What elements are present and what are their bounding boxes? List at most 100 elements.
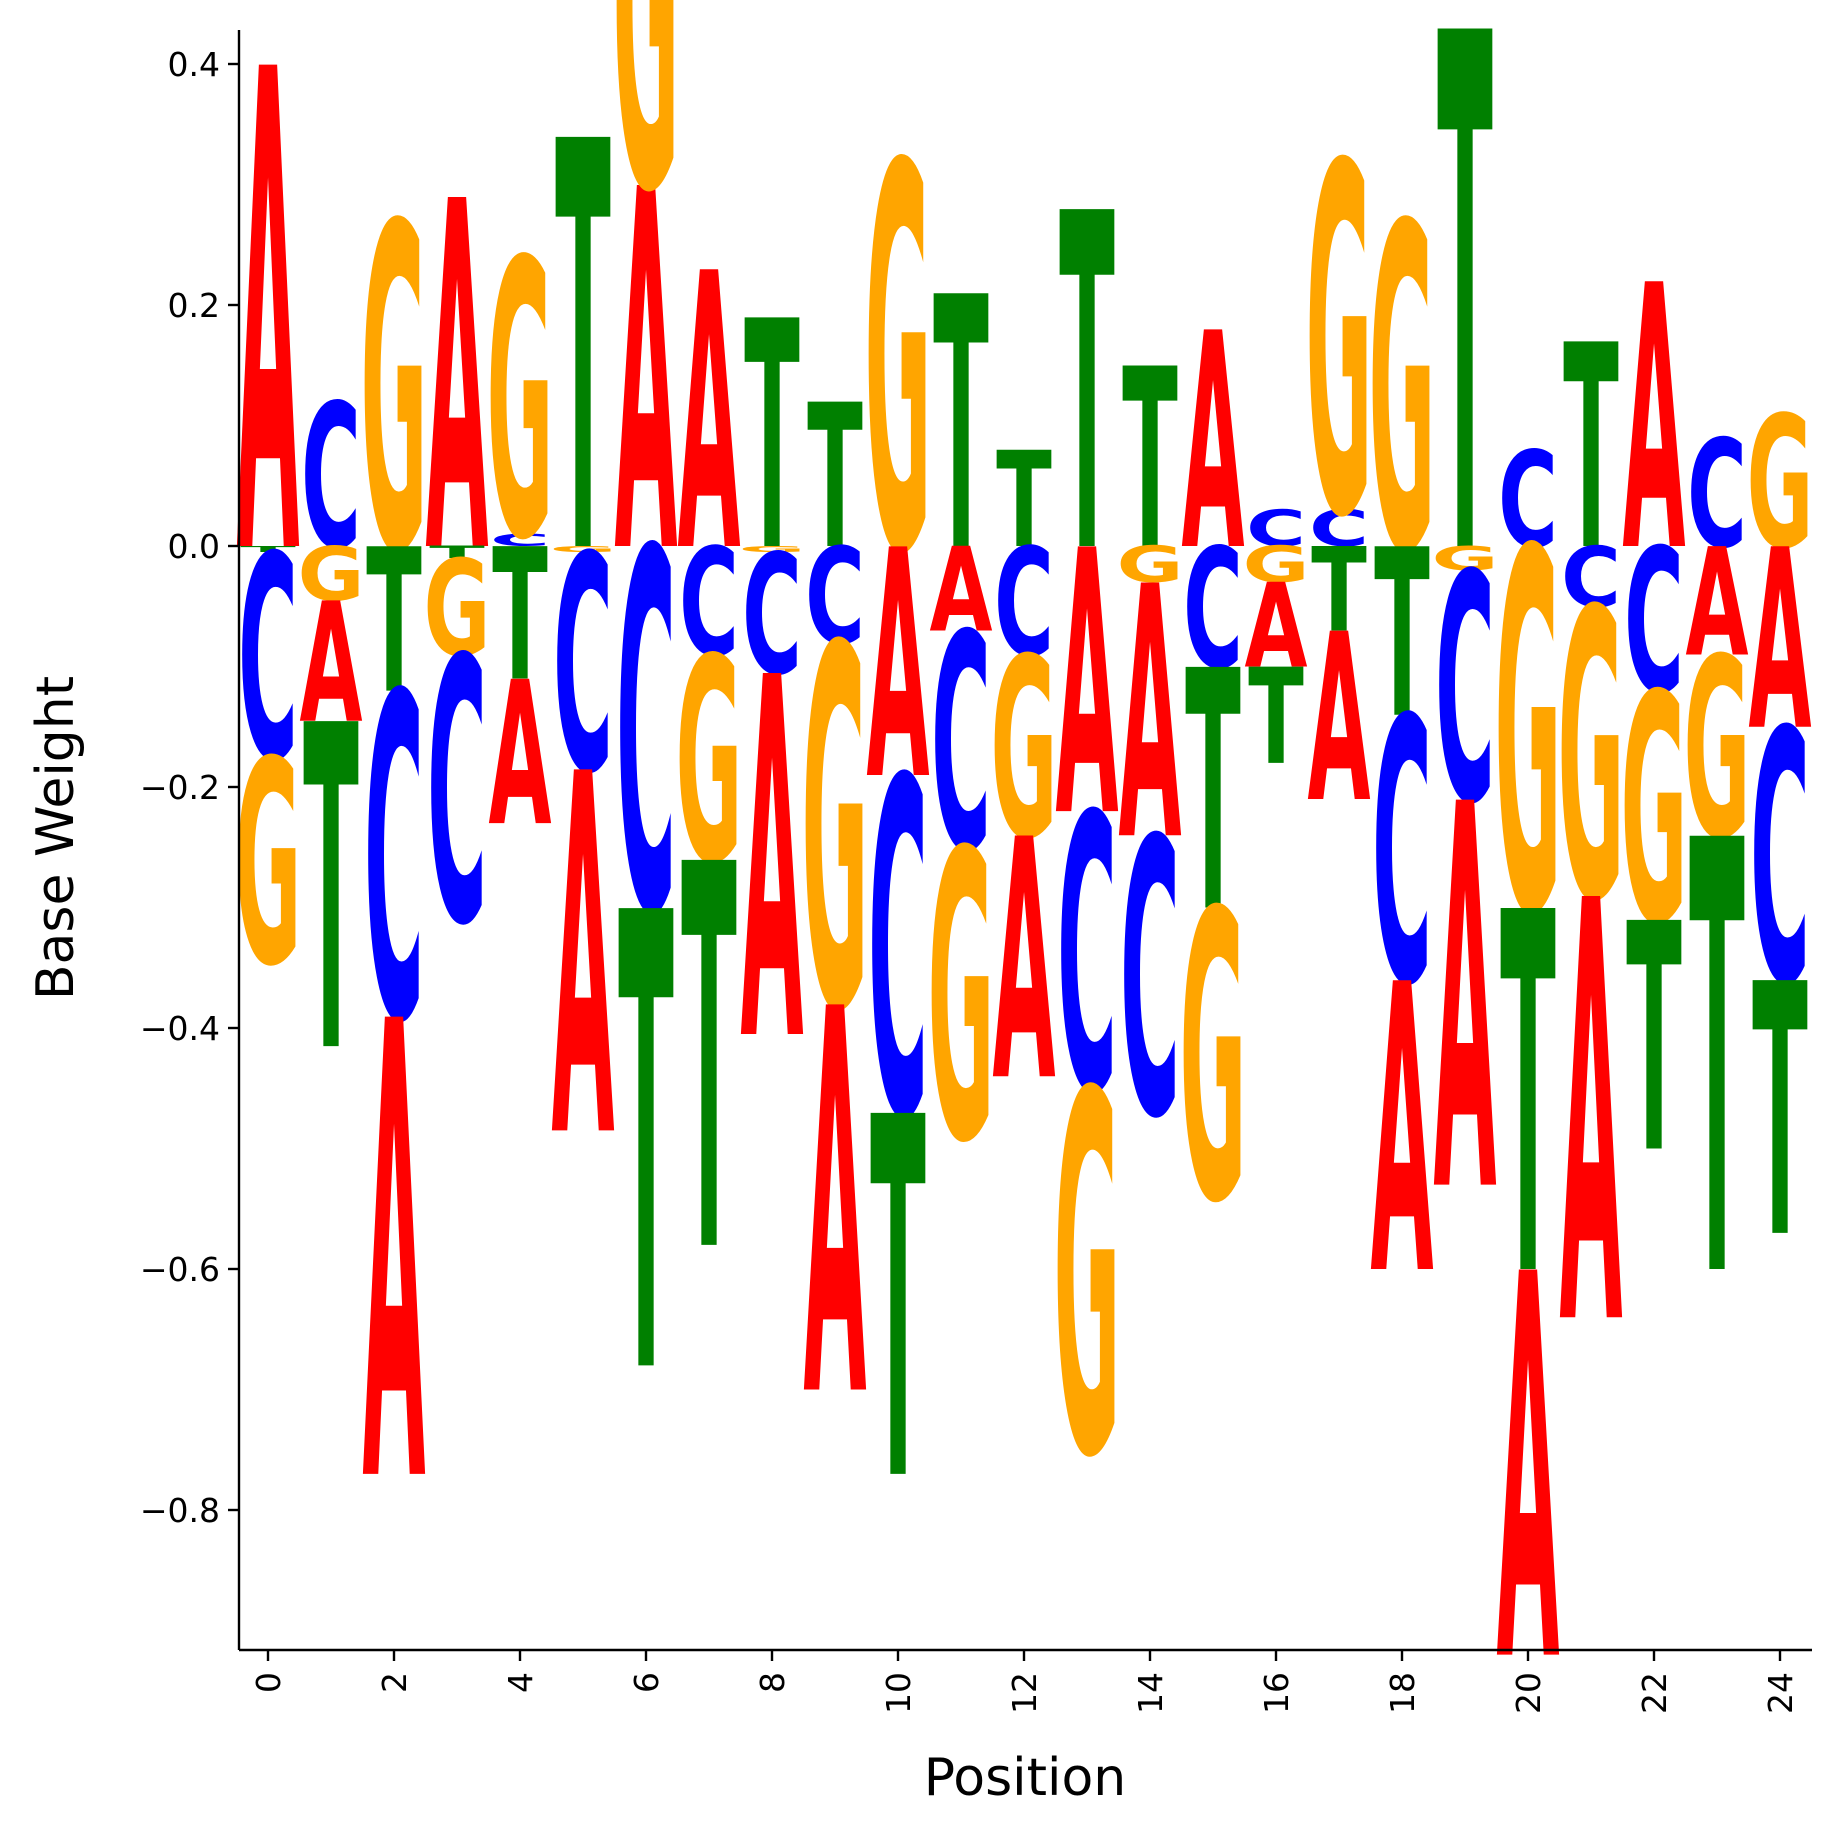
logo-letter-c: C [805,520,865,674]
logo-letter-g: G [865,57,932,672]
logo-letter-a: A [1370,903,1434,1363]
logo-letter-t: T [1374,500,1430,769]
y-tick-label: 0.2 [168,286,220,325]
logo-letter-a: A [1055,476,1119,898]
logo-letter-t: T [933,225,989,628]
y-axis-label: Base Weight [26,676,86,1000]
logo-letter-g: G [298,533,365,619]
logo-letter-a: A [1622,211,1686,633]
logo-letter-a: A [488,639,551,871]
logo-letter-c: C [1120,760,1180,1202]
logo-letter-g: G [1432,539,1499,578]
logo-letter-c: C [1624,506,1684,738]
x-tick-label: 6 [627,1672,666,1693]
logo-letter-c: C [1372,644,1432,1066]
logo-letter-c: C [1246,500,1306,558]
logo-letter-g: G [676,599,743,926]
x-tick-label: 2 [375,1672,414,1693]
logo-letter-a: A [551,671,615,1247]
logo-letter-t: T [1185,601,1241,985]
logo-letter-t: T [681,756,737,1371]
logo-letter-g: G [1621,629,1688,994]
logo-letter-t: T [555,25,611,679]
y-tick-label: 0.4 [168,45,220,84]
logo-letter-a: A [299,567,362,760]
logo-letter-g: G [1054,991,1121,1567]
logo-letter-a: A [866,485,929,850]
logo-letter-g: G [424,532,491,686]
logo-letter-t: T [1689,718,1745,1410]
x-tick-label: 0 [249,1672,288,1693]
logo-letter-a: A [1181,272,1244,617]
logo-letter-c: C [427,584,487,1006]
logo-letter-t: T [1059,118,1115,656]
logo-letter-a: A [1244,559,1307,694]
logo-letter-g: G [1243,536,1310,594]
logo-letter-a: A [1307,584,1370,853]
logo-letter-t: T [744,256,800,621]
logo-letter-a: A [1748,498,1811,785]
logo-letter-t: T [1563,285,1619,612]
logo-letter-t: T [240,544,296,554]
logo-letter-g: G [1558,530,1625,990]
logo-letter-t: T [807,362,863,594]
logo-letter-c: C [1561,531,1621,627]
logo-letter-a: A [236,0,300,702]
logo-letter-g: G [550,544,617,554]
logo-letter-t: T [996,423,1052,577]
logo-letter-a: A [677,193,741,635]
x-tick-label: 10 [879,1672,918,1714]
logo-letter-g: G [361,133,428,652]
logo-letter-g: G [802,545,869,1121]
logo-letter-a: A [1685,518,1748,690]
logo-letter-g: G [1117,536,1184,594]
logo-letter-a: A [1559,782,1623,1454]
logo-letter-c: C [931,573,991,918]
logo-letter-a: A [740,575,804,1151]
x-tick-label: 22 [1635,1672,1674,1714]
logo-letter-t: T [1437,0,1493,715]
x-tick-label: 14 [1131,1672,1170,1714]
logo-letter-c: C [1498,423,1558,577]
logo-letter-t: T [1311,523,1367,658]
logo-letter-a: A [992,770,1055,1154]
logo-letter-g: G [1495,448,1562,1024]
logo-letter-c: C [868,685,928,1223]
logo-letter-c: C [1435,509,1495,874]
x-tick-label: 8 [753,1672,792,1693]
tick-labels: 0.40.20.0−0.2−0.4−0.6−0.80 2 4 6 8 10 12 14 16 18… [140,45,1800,1714]
logo-letter-t: T [429,543,485,562]
logo-letter-g: G [487,181,554,623]
logo-letter-a: A [1433,695,1497,1310]
logo-letter-g: G [1369,133,1436,652]
logo-letter-g: G [928,771,995,1231]
logo-letter-t: T [1626,858,1682,1223]
logo-letter-t: T [1752,912,1808,1315]
logo-letter-c: C [1750,659,1810,1062]
logo-letter-g: G [1747,378,1814,590]
axes [237,30,1812,1652]
logo-letter-c: C [1183,513,1243,706]
logo-letter-a: A [425,101,489,659]
logo-letter-c: C [1057,736,1117,1178]
logo-letter-a: A [362,893,426,1622]
logo-letter-g: G [1684,607,1751,894]
logo-letter-t: T [366,506,422,738]
logo-letter-c: C [553,495,613,840]
logo-letter-t: T [1122,318,1178,605]
logo-letter-g: G [235,701,302,1028]
y-tick-label: −0.8 [140,1491,220,1530]
logo-letter-c: C [742,519,802,712]
logo-letter-c: C [238,496,298,823]
y-tick-label: 0.0 [168,527,220,566]
logo-letter-t: T [618,785,674,1514]
x-tick-label: 24 [1761,1672,1800,1714]
logo-letter-g: G [1306,65,1373,623]
logo-letter-a: A [929,523,992,658]
y-tick-label: −0.4 [140,1009,220,1048]
logo-letter-a: A [803,900,867,1515]
y-tick-label: −0.2 [140,768,220,807]
logo-letter-c: C [616,448,676,1024]
logo-marks: ATCGCGATGTCAATGCCGTATGCAAGCTACGTTGCATCGA… [235,0,1814,1780]
